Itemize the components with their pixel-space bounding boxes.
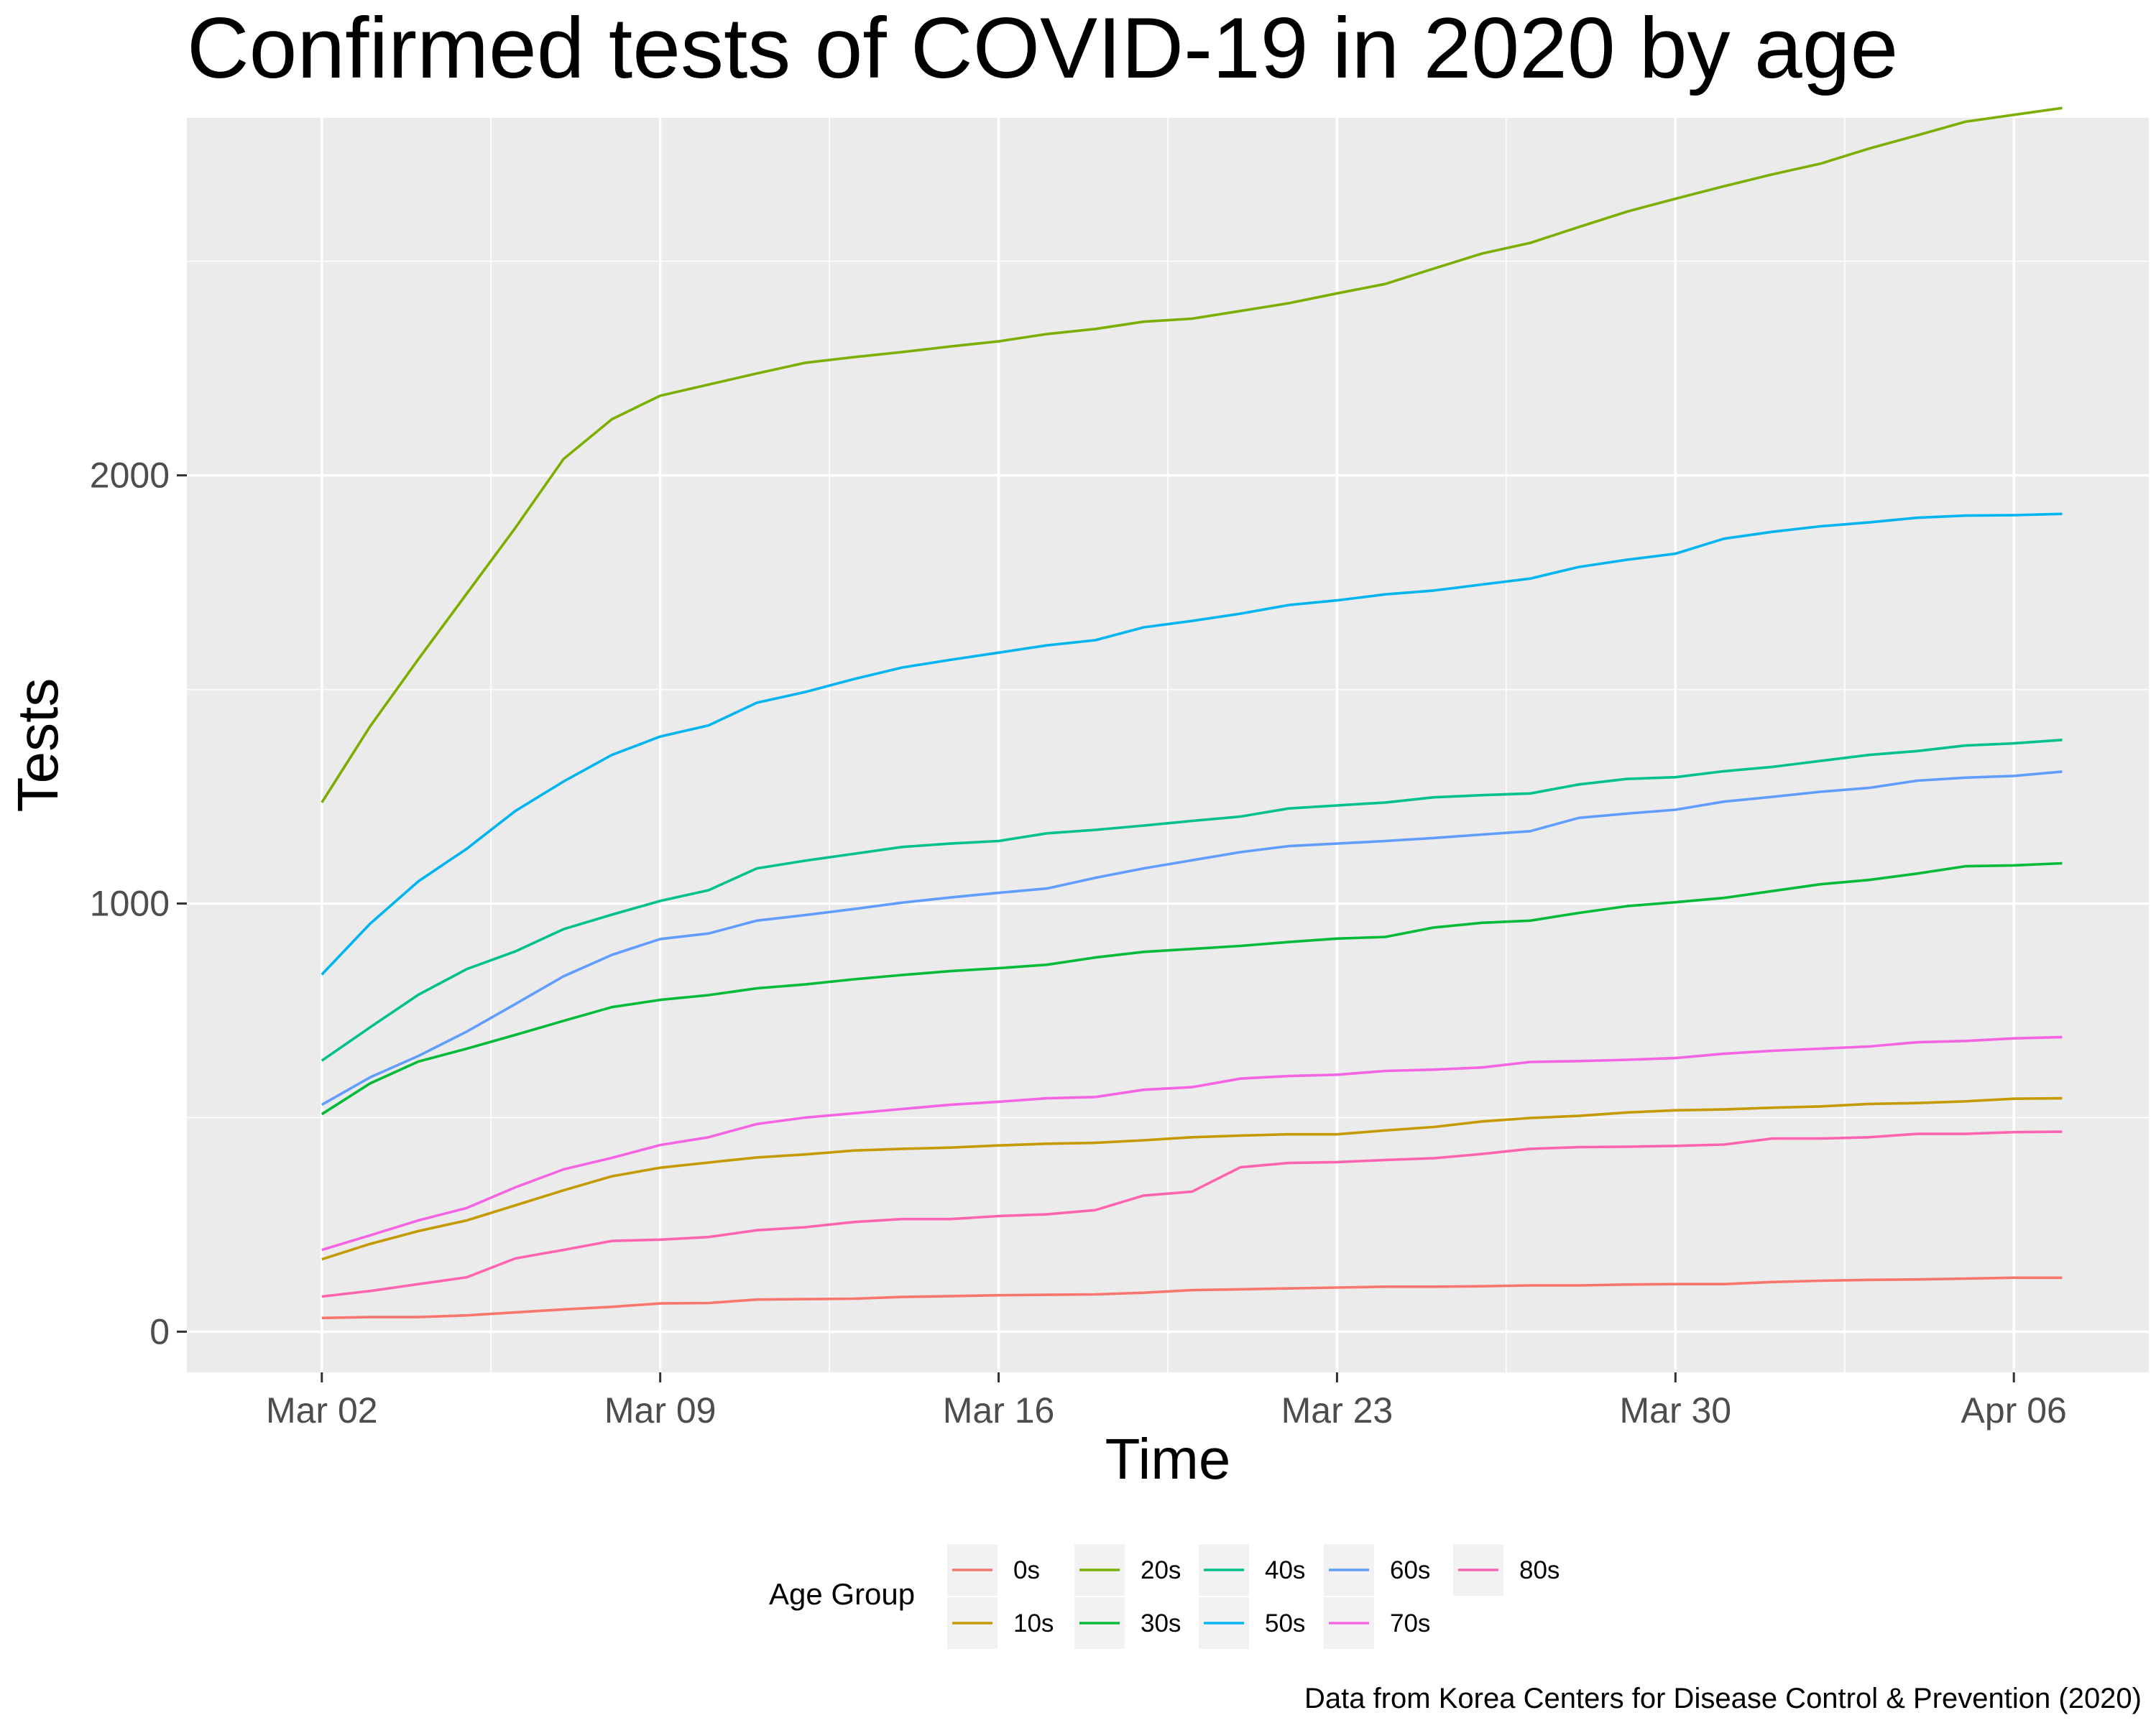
legend-title: Age Group: [769, 1577, 915, 1611]
x-axis: Mar 02 Mar 09 Mar 16 Mar 23 Mar 30 Apr 06: [266, 1372, 2067, 1431]
legend-label-50s: 50s: [1265, 1609, 1305, 1637]
series-line-60s: [321, 770, 2063, 1106]
x-tick-label: Mar 23: [1281, 1390, 1393, 1431]
legend-label-40s: 40s: [1265, 1556, 1305, 1584]
series-line-10s: [321, 1096, 2063, 1261]
series-line-70s: [321, 1035, 2063, 1252]
x-tick-label: Mar 16: [943, 1390, 1055, 1431]
x-tick-label: Mar 30: [1620, 1390, 1732, 1431]
chart-title: Confirmed tests of COVID-19 in 2020 by a…: [187, 0, 1898, 96]
caption: Data from Korea Centers for Disease Cont…: [1304, 1683, 2142, 1714]
y-axis-title: Tests: [6, 678, 70, 813]
legend-label-30s: 30s: [1141, 1609, 1181, 1637]
minor-gridlines: [187, 118, 2149, 1372]
series-line-0s: [321, 1276, 2063, 1320]
series-line-30s: [321, 861, 2063, 1116]
x-tick-label: Apr 06: [1961, 1390, 2067, 1431]
legend-label-10s: 10s: [1013, 1609, 1054, 1637]
y-tick-label: 1000: [90, 883, 170, 923]
series-line-40s: [321, 739, 2063, 1062]
legend-label-60s: 60s: [1390, 1556, 1430, 1584]
major-gridlines: [187, 118, 2149, 1372]
series-line-50s: [321, 512, 2063, 976]
legend-label-0s: 0s: [1013, 1556, 1040, 1584]
y-tick-label: 2000: [90, 456, 170, 496]
x-tick-label: Mar 09: [604, 1390, 717, 1431]
series-lines: [321, 106, 2063, 1320]
series-line-80s: [321, 1130, 2063, 1298]
y-axis: 0 1000 2000: [90, 456, 187, 1352]
legend-label-70s: 70s: [1390, 1609, 1430, 1637]
series-line-20s: [321, 106, 2063, 803]
legend-label-20s: 20s: [1141, 1556, 1181, 1584]
legend-label-80s: 80s: [1519, 1556, 1560, 1584]
y-tick-label: 0: [149, 1311, 170, 1352]
x-tick-label: Mar 02: [266, 1390, 378, 1431]
x-axis-title: Time: [1105, 1427, 1231, 1491]
legend: Age Group 0s 10s 20s 30s 40s 50s 60s 70s 80s: [769, 1544, 1560, 1649]
